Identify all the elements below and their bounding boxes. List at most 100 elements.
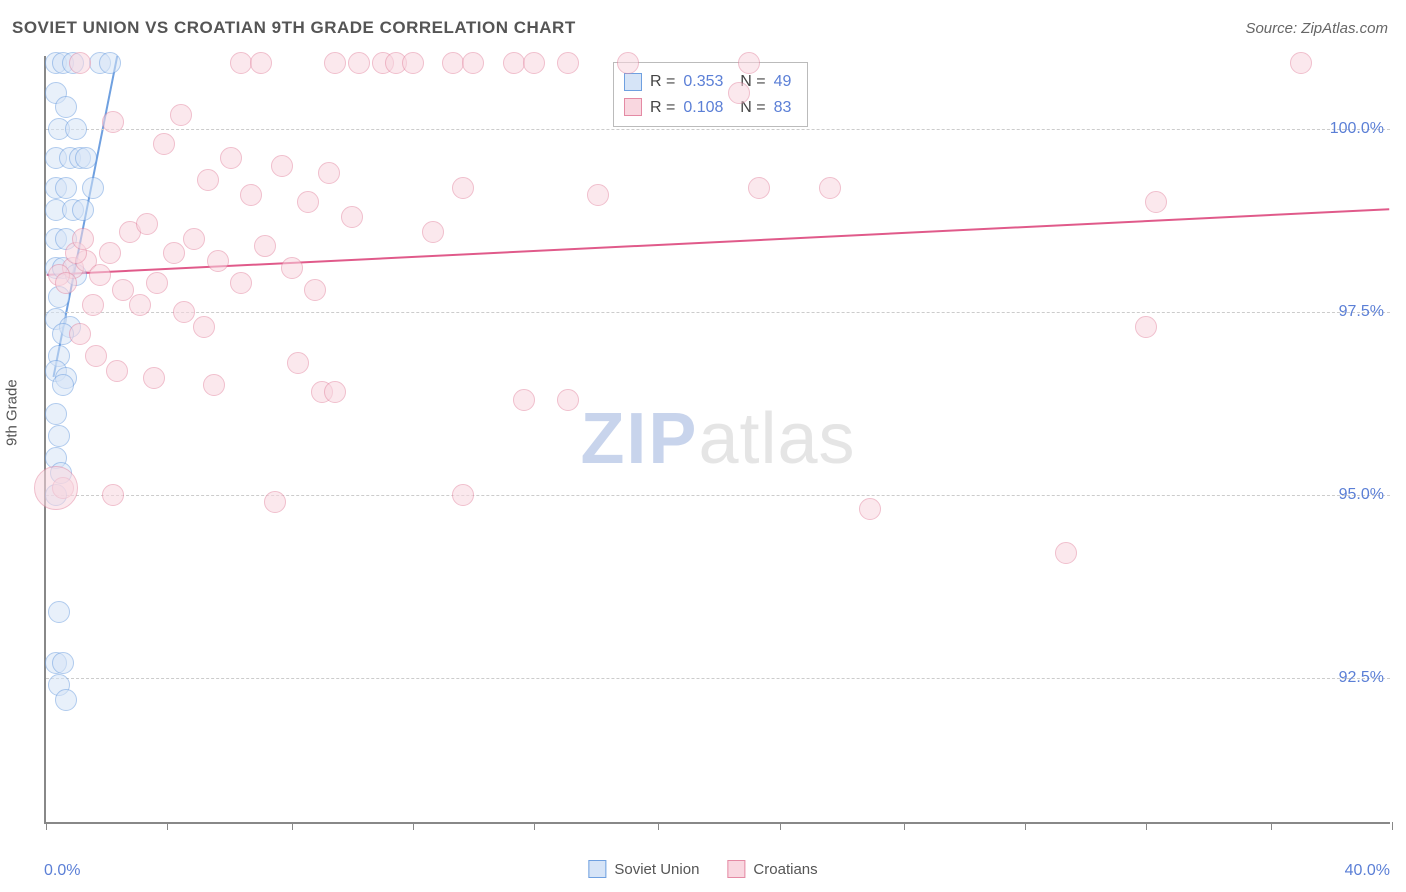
x-tick (167, 822, 168, 830)
scatter-point (72, 228, 94, 250)
scatter-point (230, 52, 252, 74)
scatter-point (99, 52, 121, 74)
scatter-point (207, 250, 229, 272)
scatter-point (1290, 52, 1312, 74)
gridline (46, 312, 1390, 313)
scatter-point (287, 352, 309, 374)
x-tick (413, 822, 414, 830)
scatter-point (45, 403, 67, 425)
scatter-point (129, 294, 151, 316)
trend-lines (46, 56, 1390, 822)
scatter-point (69, 52, 91, 74)
stats-n-value: 83 (774, 95, 792, 121)
scatter-point (250, 52, 272, 74)
scatter-point (203, 374, 225, 396)
scatter-point (48, 601, 70, 623)
stats-n-value: 49 (774, 69, 792, 95)
x-tick (1271, 822, 1272, 830)
scatter-point (183, 228, 205, 250)
scatter-point (197, 169, 219, 191)
scatter-point (442, 52, 464, 74)
scatter-point (55, 96, 77, 118)
scatter-point (1145, 191, 1167, 213)
scatter-point (462, 52, 484, 74)
legend-swatch (588, 860, 606, 878)
scatter-point (503, 52, 525, 74)
scatter-point (271, 155, 293, 177)
gridline (46, 129, 1390, 130)
legend-item: Soviet Union (588, 860, 699, 878)
scatter-point (220, 147, 242, 169)
legend-swatch (624, 73, 642, 91)
scatter-point (55, 689, 77, 711)
scatter-point (240, 184, 262, 206)
scatter-point (52, 652, 74, 674)
scatter-point (55, 177, 77, 199)
scatter-point (1055, 542, 1077, 564)
stats-r-value: 0.108 (683, 95, 723, 121)
scatter-point (106, 360, 128, 382)
scatter-point (1135, 316, 1157, 338)
scatter-point (102, 111, 124, 133)
scatter-point (859, 498, 881, 520)
x-tick (1392, 822, 1393, 830)
scatter-point (65, 118, 87, 140)
x-axis-start-label: 0.0% (44, 862, 80, 880)
scatter-point (136, 213, 158, 235)
plot-area: ZIPatlas R = 0.353 N = 49R = 0.108 N = 8… (44, 56, 1390, 824)
scatter-point (170, 104, 192, 126)
scatter-point (557, 389, 579, 411)
scatter-point (153, 133, 175, 155)
legend-item: Croatians (727, 860, 817, 878)
scatter-point (324, 52, 346, 74)
scatter-point (748, 177, 770, 199)
x-tick (534, 822, 535, 830)
scatter-point (297, 191, 319, 213)
gridline (46, 495, 1390, 496)
legend-label: Croatians (753, 861, 817, 878)
stats-r-label: R = (650, 95, 675, 121)
scatter-point (52, 374, 74, 396)
x-tick (1025, 822, 1026, 830)
x-tick (292, 822, 293, 830)
scatter-point (587, 184, 609, 206)
y-tick-label: 100.0% (1330, 120, 1384, 138)
scatter-point (193, 316, 215, 338)
x-tick (658, 822, 659, 830)
chart-title: SOVIET UNION VS CROATIAN 9TH GRADE CORRE… (12, 18, 576, 38)
scatter-point (85, 345, 107, 367)
y-tick-label: 95.0% (1339, 486, 1384, 504)
x-axis-end-label: 40.0% (1345, 862, 1390, 880)
stats-r-label: R = (650, 69, 675, 95)
scatter-point (324, 381, 346, 403)
scatter-point (82, 177, 104, 199)
scatter-point (617, 52, 639, 74)
scatter-point (99, 242, 121, 264)
x-tick (1146, 822, 1147, 830)
scatter-point (318, 162, 340, 184)
scatter-point (523, 52, 545, 74)
scatter-point (819, 177, 841, 199)
y-axis-label: 9th Grade (4, 379, 21, 446)
legend-swatch (727, 860, 745, 878)
scatter-point (402, 52, 424, 74)
scatter-point (557, 52, 579, 74)
scatter-point (452, 177, 474, 199)
scatter-point (281, 257, 303, 279)
scatter-point (173, 301, 195, 323)
x-tick (904, 822, 905, 830)
scatter-point (143, 367, 165, 389)
stats-r-value: 0.353 (683, 69, 723, 95)
scatter-point (89, 264, 111, 286)
scatter-point (264, 491, 286, 513)
scatter-point (163, 242, 185, 264)
scatter-point (48, 425, 70, 447)
scatter-point-large (34, 466, 78, 510)
scatter-point (102, 484, 124, 506)
y-tick-label: 97.5% (1339, 303, 1384, 321)
watermark-zip: ZIP (580, 399, 698, 479)
source-attribution: Source: ZipAtlas.com (1245, 20, 1388, 37)
stats-row: R = 0.353 N = 49 (624, 69, 791, 95)
scatter-point (230, 272, 252, 294)
scatter-point (304, 279, 326, 301)
